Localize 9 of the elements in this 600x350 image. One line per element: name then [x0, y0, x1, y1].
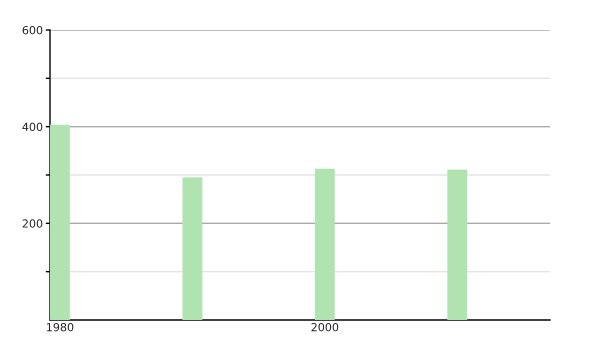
bar: [182, 177, 202, 320]
y-tick-label: 400: [22, 122, 42, 132]
bar: [447, 170, 468, 320]
x-tick-label: 1980: [47, 322, 74, 332]
bar: [314, 168, 335, 320]
bar: [50, 124, 70, 320]
y-tick-label: 200: [22, 219, 42, 228]
x-tick-label: 2000: [312, 322, 338, 332]
y-tick-label: 600: [22, 26, 42, 34]
